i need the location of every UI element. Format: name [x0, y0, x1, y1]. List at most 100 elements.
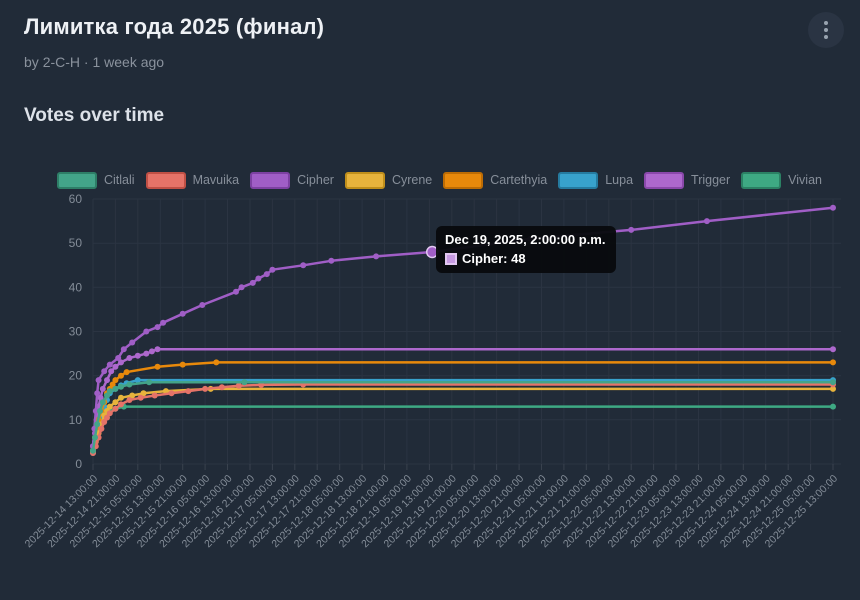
legend-item-vivian[interactable]: Vivian: [741, 171, 822, 189]
data-point[interactable]: [98, 425, 105, 432]
y-axis-tick-label: 0: [75, 457, 82, 471]
legend-item-cyrene[interactable]: Cyrene: [344, 171, 432, 189]
data-point[interactable]: [154, 363, 161, 370]
data-point[interactable]: [263, 271, 270, 278]
data-point[interactable]: [160, 319, 167, 326]
legend-item-cipher[interactable]: Cipher: [250, 171, 334, 189]
data-point[interactable]: [269, 266, 276, 273]
tooltip-row: Cipher: 48: [445, 251, 605, 266]
data-point[interactable]: [300, 262, 307, 269]
data-point[interactable]: [830, 403, 836, 410]
data-point[interactable]: [241, 379, 248, 386]
data-point[interactable]: [830, 204, 836, 211]
legend-item-lupa[interactable]: Lupa: [558, 171, 633, 189]
data-point[interactable]: [92, 434, 98, 441]
data-point[interactable]: [129, 392, 136, 399]
legend-item-trigger[interactable]: Trigger: [644, 171, 730, 189]
data-point[interactable]: [104, 392, 110, 399]
data-point[interactable]: [106, 388, 113, 395]
data-point[interactable]: [106, 403, 113, 410]
data-point[interactable]: [92, 408, 99, 414]
data-point[interactable]: [830, 385, 836, 392]
data-point[interactable]: [97, 408, 103, 414]
data-point[interactable]: [120, 346, 127, 353]
data-point[interactable]: [134, 377, 141, 384]
series-mavuika[interactable]: [90, 381, 836, 457]
series-line: [91, 383, 835, 455]
data-point[interactable]: [118, 372, 124, 379]
data-point[interactable]: [218, 384, 225, 391]
legend-swatch: [443, 171, 484, 189]
data-point[interactable]: [126, 397, 133, 403]
data-point[interactable]: [134, 352, 141, 359]
timestamp-link[interactable]: 1 week ago: [92, 54, 165, 70]
data-point[interactable]: [118, 359, 124, 366]
legend-item-mavuika[interactable]: Mavuika: [145, 171, 239, 189]
data-point[interactable]: [168, 390, 175, 397]
data-point[interactable]: [112, 385, 119, 392]
legend-item-cartethyia[interactable]: Cartethyia: [443, 171, 547, 189]
data-point[interactable]: [112, 377, 119, 384]
data-point[interactable]: [94, 421, 101, 428]
data-point[interactable]: [118, 401, 124, 408]
data-point[interactable]: [255, 275, 262, 282]
data-point[interactable]: [146, 379, 153, 386]
data-point[interactable]: [830, 346, 836, 353]
data-point[interactable]: [140, 390, 147, 397]
data-point[interactable]: [94, 390, 101, 397]
data-point[interactable]: [99, 385, 106, 392]
data-point[interactable]: [830, 359, 836, 366]
data-point[interactable]: [95, 377, 102, 384]
data-point[interactable]: [148, 348, 155, 355]
data-point[interactable]: [185, 388, 192, 395]
data-point[interactable]: [126, 381, 133, 388]
data-point[interactable]: [143, 328, 150, 335]
data-point[interactable]: [202, 385, 209, 392]
series-citlali[interactable]: [90, 379, 836, 454]
author-link[interactable]: 2-C-H: [42, 54, 81, 70]
data-point[interactable]: [112, 363, 119, 370]
series-vivian[interactable]: [90, 403, 836, 454]
data-point[interactable]: [106, 410, 113, 417]
data-point[interactable]: [99, 399, 106, 406]
data-point[interactable]: [115, 355, 122, 361]
data-point[interactable]: [233, 288, 239, 295]
data-point[interactable]: [143, 350, 150, 357]
series-cipher[interactable]: [90, 204, 836, 450]
data-point[interactable]: [126, 355, 133, 361]
data-point[interactable]: [328, 257, 335, 264]
data-point[interactable]: [830, 379, 836, 386]
data-point[interactable]: [101, 419, 108, 425]
data-point[interactable]: [108, 368, 115, 375]
legend-item-citlali[interactable]: Citlali: [57, 171, 135, 189]
data-point[interactable]: [112, 405, 119, 412]
legend-swatch: [145, 171, 186, 189]
data-point[interactable]: [154, 324, 161, 331]
data-point[interactable]: [179, 361, 186, 368]
data-point[interactable]: [213, 359, 220, 366]
data-point[interactable]: [238, 284, 245, 291]
data-point[interactable]: [703, 218, 710, 225]
data-point[interactable]: [373, 253, 380, 260]
data-point[interactable]: [235, 382, 242, 389]
data-point[interactable]: [137, 394, 144, 401]
data-point[interactable]: [123, 369, 130, 376]
data-point[interactable]: [151, 392, 158, 399]
data-point[interactable]: [118, 383, 124, 390]
data-point[interactable]: [109, 381, 116, 388]
data-point[interactable]: [90, 447, 96, 454]
data-point[interactable]: [106, 361, 113, 368]
data-point[interactable]: [249, 279, 256, 286]
data-point[interactable]: [104, 377, 110, 384]
data-point[interactable]: [104, 414, 110, 421]
data-point[interactable]: [154, 346, 161, 353]
data-point[interactable]: [628, 226, 635, 233]
data-point[interactable]: [118, 394, 124, 401]
data-point[interactable]: [199, 302, 206, 308]
kebab-menu-button[interactable]: [808, 12, 844, 48]
data-point[interactable]: [101, 368, 108, 375]
data-point[interactable]: [112, 399, 119, 406]
data-point[interactable]: [129, 339, 136, 346]
data-point[interactable]: [179, 310, 186, 317]
